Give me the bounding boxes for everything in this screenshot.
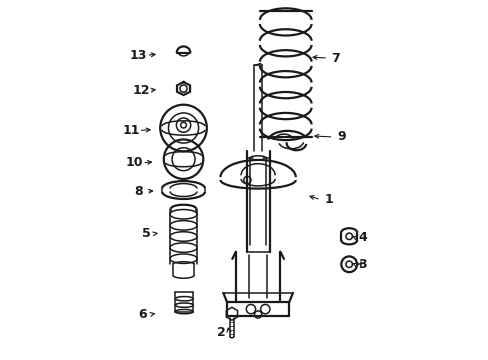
Text: 13: 13 — [130, 49, 147, 62]
Text: 4: 4 — [358, 231, 366, 244]
Text: 5: 5 — [141, 227, 150, 240]
Text: 1: 1 — [324, 193, 332, 206]
Text: 8: 8 — [134, 185, 142, 198]
Text: 6: 6 — [138, 308, 146, 321]
Text: 10: 10 — [125, 156, 143, 169]
Text: 12: 12 — [132, 84, 150, 97]
Text: 7: 7 — [331, 51, 340, 64]
Text: 11: 11 — [122, 124, 139, 137]
Text: 9: 9 — [336, 130, 345, 144]
Circle shape — [180, 122, 186, 128]
Text: 3: 3 — [358, 258, 366, 271]
Text: 2: 2 — [216, 326, 225, 339]
